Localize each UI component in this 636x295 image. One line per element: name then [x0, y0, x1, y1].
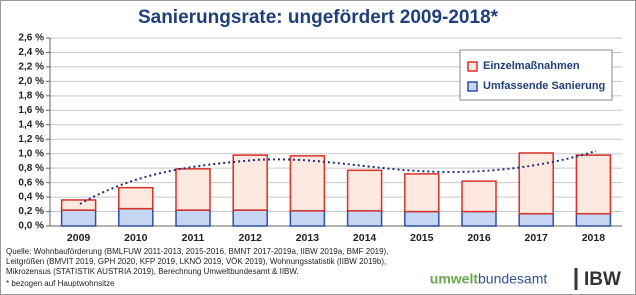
logo-right: IBW — [584, 269, 621, 290]
x-tick-label: 2013 — [296, 232, 320, 244]
y-tick-label: 1,4 % — [18, 119, 44, 130]
trend-line — [79, 150, 597, 205]
bar-segment — [575, 154, 612, 215]
bar-segment — [60, 209, 97, 227]
y-tick-label: 1,0 % — [18, 148, 44, 159]
x-tick-label: 2018 — [582, 232, 606, 244]
y-tick-label: 1,2 % — [18, 134, 44, 145]
bar-segment — [404, 210, 440, 227]
y-tick-label: 2,6 % — [18, 33, 44, 44]
bar-segment — [118, 186, 154, 210]
bar-segment — [404, 173, 440, 213]
footnote: * bezogen auf Hauptwohnsitze — [6, 279, 115, 288]
y-tick-label: 0,0 % — [18, 221, 44, 232]
x-tick-label: 2012 — [239, 232, 263, 244]
source-line: Leitgrößen (BMVIT 2019, GPH 2020, KFP 20… — [6, 257, 386, 266]
chart-title: Sanierungsrate: ungefördert 2009-2018* — [138, 7, 499, 28]
x-tick-label: 2015 — [410, 232, 434, 244]
y-tick-label: 0,4 % — [18, 192, 44, 203]
bar-segment — [232, 209, 268, 227]
legend-swatch — [467, 61, 478, 72]
y-tick-label: 1,8 % — [18, 90, 44, 101]
bar-segment — [346, 210, 383, 227]
y-tick-label: 1,6 % — [18, 105, 44, 116]
legend-label: Umfassende Sanierung — [483, 80, 605, 92]
bar-segment — [461, 180, 497, 213]
legend-label: Einzelmaßnahmen — [483, 60, 580, 72]
x-tick-label: 2014 — [353, 232, 377, 244]
y-tick-label: 2,2 % — [18, 62, 44, 73]
bar-segment — [575, 212, 612, 227]
legend-box — [459, 49, 613, 101]
x-tick-label: 2010 — [124, 232, 148, 244]
bar-segment — [461, 210, 497, 227]
legend-swatch — [467, 81, 478, 92]
bar-segment — [518, 212, 554, 227]
x-tick-label: 2016 — [467, 232, 491, 244]
bar-segment — [60, 199, 97, 211]
logo-left: umwelt — [430, 271, 479, 287]
y-tick-label: 0,8 % — [18, 163, 44, 174]
bar-segment — [118, 207, 154, 227]
y-tick-label: 0,6 % — [18, 177, 44, 188]
logo-left: bundesamt — [478, 271, 547, 287]
x-tick-label: 2009 — [67, 232, 91, 244]
bar-segment — [289, 210, 326, 227]
y-tick-label: 2,4 % — [18, 47, 44, 58]
bar-segment — [175, 168, 211, 211]
bar-segment — [175, 209, 211, 227]
bar-segment — [346, 169, 383, 212]
y-tick-label: 2,0 % — [18, 76, 44, 87]
y-tick-label: 0,2 % — [18, 206, 44, 217]
x-tick-label: 2017 — [525, 232, 549, 244]
bar-segment — [289, 155, 326, 212]
x-tick-label: 2011 — [182, 232, 205, 244]
bar-segment — [232, 154, 268, 211]
source-line: Quelle: Wohnbauförderung (BMLFUW 2011-20… — [6, 247, 388, 256]
source-line: Mikrozensus (STATISTIK AUSTRIA 2019), Be… — [6, 267, 299, 276]
